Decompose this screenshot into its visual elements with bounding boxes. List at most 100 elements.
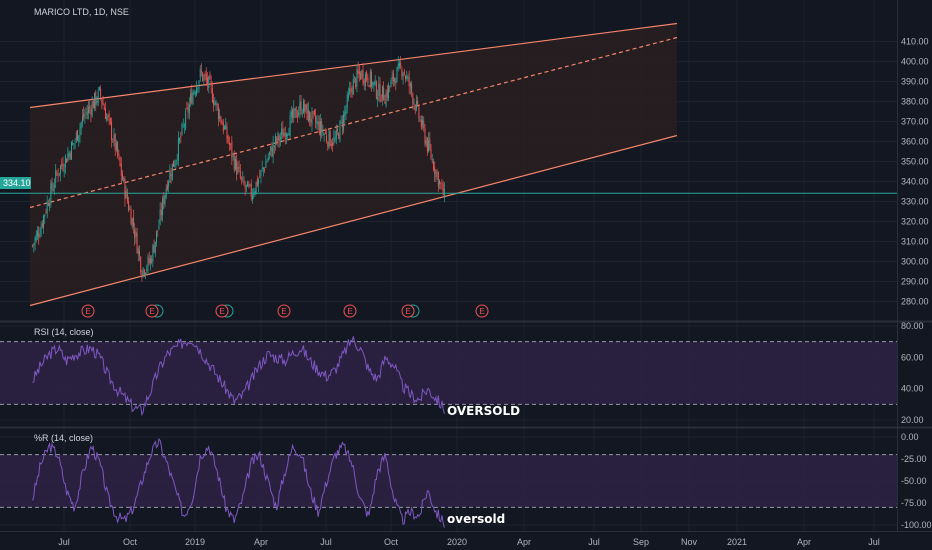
candle-body bbox=[303, 101, 304, 114]
candle-body bbox=[341, 121, 343, 128]
candle-body bbox=[77, 130, 79, 141]
x-tick-label: Jul bbox=[58, 537, 70, 547]
candle-body bbox=[135, 231, 137, 237]
candle-body bbox=[61, 163, 63, 166]
candle-body bbox=[34, 238, 36, 245]
candle-body bbox=[317, 121, 319, 125]
candle-body bbox=[80, 122, 82, 128]
price-pane[interactable]: E E E E E E E MARICO LTD, 1D, NSE bbox=[0, 0, 897, 318]
earnings-marker-label: E bbox=[85, 307, 90, 316]
candle-body bbox=[139, 250, 140, 256]
candle-body bbox=[63, 169, 65, 172]
candle-body bbox=[39, 234, 41, 238]
price-axis[interactable]: 410.00 400.00 390.00 380.00 370.00 360.00 350.… bbox=[901, 37, 929, 307]
candle-body bbox=[147, 256, 149, 268]
y-tick-label: 40.00 bbox=[901, 384, 924, 394]
candle-body bbox=[294, 108, 296, 111]
candle-body bbox=[47, 203, 49, 206]
earnings-marker[interactable]: E bbox=[277, 304, 291, 318]
candle-body bbox=[75, 132, 77, 141]
candle-body bbox=[437, 172, 439, 187]
candle-body bbox=[124, 179, 126, 199]
candle-body bbox=[108, 113, 110, 118]
candle-body bbox=[51, 181, 53, 190]
candle-body bbox=[203, 75, 205, 80]
candle-body bbox=[95, 91, 97, 105]
candle-body bbox=[358, 71, 360, 74]
candle-body bbox=[306, 103, 308, 120]
y-tick-label: 340.00 bbox=[901, 177, 929, 187]
channel-upper-line[interactable] bbox=[29, 22, 678, 109]
earnings-marker[interactable]: E bbox=[475, 304, 489, 318]
candle-body bbox=[398, 63, 400, 67]
rsi-pane[interactable]: RSI (14, close) OVERSOLD bbox=[0, 327, 897, 418]
candle-body bbox=[379, 83, 381, 102]
earnings-marker[interactable]: E bbox=[343, 304, 357, 318]
candle-body bbox=[239, 170, 241, 178]
candle-body bbox=[310, 118, 312, 123]
candle-body bbox=[288, 133, 290, 136]
candle-body bbox=[356, 69, 358, 87]
candle-body bbox=[55, 169, 57, 184]
candle-body bbox=[38, 233, 40, 237]
candle-body bbox=[367, 77, 369, 84]
candle-body bbox=[390, 80, 392, 88]
candle-body bbox=[96, 101, 98, 103]
candle-body bbox=[230, 143, 232, 145]
candle-body bbox=[346, 95, 348, 108]
candle-body bbox=[40, 226, 42, 235]
x-tick-label: Apr bbox=[517, 537, 531, 547]
candle-body bbox=[355, 78, 357, 88]
candle-body bbox=[92, 101, 94, 109]
channel-lower-line[interactable] bbox=[29, 134, 678, 307]
candle-body bbox=[436, 173, 438, 175]
candle-body bbox=[392, 72, 394, 82]
candle-body bbox=[171, 163, 173, 180]
rsi-axis[interactable]: 80.00 60.00 40.00 20.00 bbox=[901, 321, 924, 425]
candle-body bbox=[97, 89, 99, 104]
williams-r-axis[interactable]: 0.00 -25.00 -50.00 -75.00 -100.00 bbox=[901, 432, 932, 530]
y-tick-label: 290.00 bbox=[901, 277, 929, 287]
candle-body bbox=[315, 115, 317, 123]
candle-body bbox=[265, 162, 267, 168]
candle-body bbox=[285, 134, 287, 137]
candle-body bbox=[192, 92, 194, 105]
candle-body bbox=[176, 159, 178, 161]
candle-body bbox=[249, 184, 251, 186]
candle-body bbox=[131, 218, 133, 227]
candle-body bbox=[219, 114, 221, 120]
candle-body bbox=[137, 248, 139, 254]
time-axis[interactable]: Jul Oct 2019 Apr Jul Oct 2020 Apr Jul Sep Nov 2021 A… bbox=[58, 537, 880, 547]
x-tick-label: 2020 bbox=[447, 537, 467, 547]
y-tick-label: 330.00 bbox=[901, 197, 929, 207]
candle-body bbox=[326, 135, 328, 142]
candle-body bbox=[119, 156, 121, 166]
earnings-marker[interactable]: E bbox=[401, 304, 420, 318]
candle-body bbox=[200, 70, 202, 73]
candle-body bbox=[287, 134, 289, 136]
candle-body bbox=[228, 142, 230, 145]
earnings-marker[interactable]: E bbox=[145, 304, 164, 318]
earnings-marker[interactable]: E bbox=[81, 304, 95, 318]
candles bbox=[32, 56, 445, 282]
y-tick-label: -25.00 bbox=[901, 454, 927, 464]
earnings-marker[interactable]: E bbox=[215, 304, 234, 318]
candle-body bbox=[66, 158, 68, 163]
candle-body bbox=[222, 121, 224, 132]
candle-body bbox=[283, 133, 285, 137]
candle-body bbox=[177, 138, 179, 161]
candle-body bbox=[320, 121, 321, 136]
candle-body bbox=[68, 152, 70, 157]
candle-body bbox=[275, 136, 277, 145]
candle-body bbox=[375, 81, 377, 99]
candle-body bbox=[418, 106, 420, 118]
candle-body bbox=[102, 102, 104, 106]
williams-r-pane[interactable]: %R (14, close) oversold bbox=[0, 433, 897, 528]
candle-body bbox=[343, 114, 345, 131]
candle-body bbox=[329, 131, 331, 147]
candle-body bbox=[157, 230, 159, 232]
candle-body bbox=[266, 161, 268, 162]
candle-body bbox=[221, 124, 223, 126]
candle-body bbox=[386, 90, 388, 98]
